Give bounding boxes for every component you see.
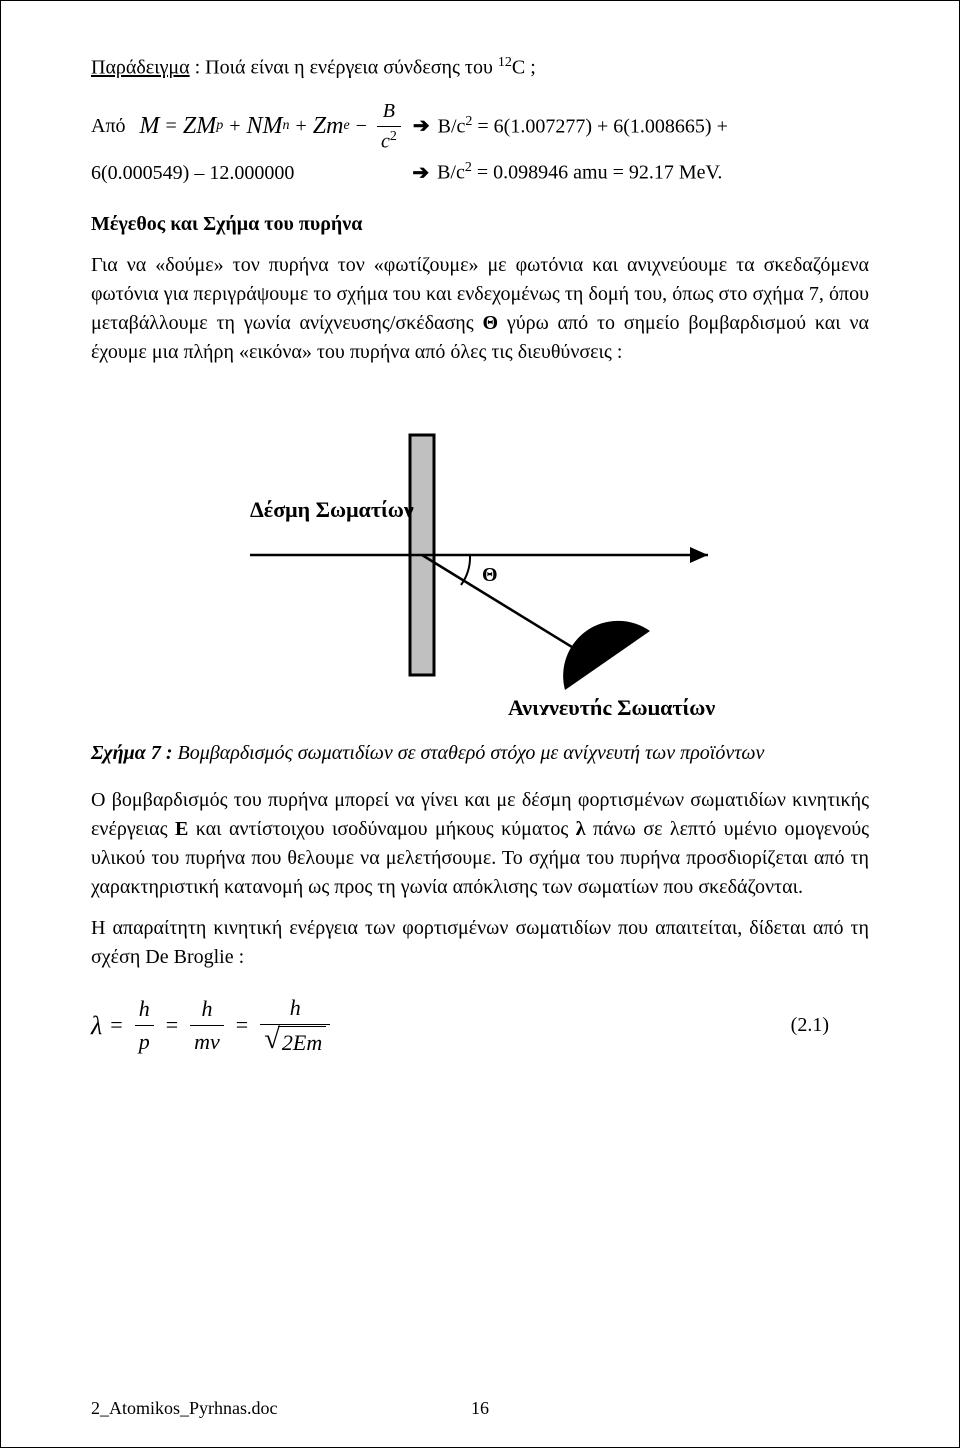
eq1-line2-arrow: ➔ [412,159,429,188]
eq1-frac-num: B [379,97,399,126]
eq1-n: n [282,116,289,136]
eq1-line2-right: B/c2 = 0.098946 amu = 92.17 MeV. [437,158,722,188]
figure-7-svg: Δέσμη Σωματίων Θ Ανιχνευτής Σωματίων [220,395,740,715]
eq2-frac2: h mv [190,993,224,1058]
page-footer: 2_Atomikos_Pyrhnas.doc 16 [91,1395,869,1421]
eq1-frac: B c2 [377,97,401,157]
eq1-p: p [216,116,223,136]
eq2-eq3: = [236,1009,248,1041]
eq2-f2n: h [197,993,216,1025]
eq2-f3rad: 2Em [278,1026,326,1059]
eq2-eq2: = [166,1009,178,1041]
paragraph-3: Η απαραίτητη κινητική ενέργεια των φορτι… [91,914,869,972]
eq2-f1d: p [135,1025,154,1058]
svg-text:Δέσμη Σωματίων: Δέσμη Σωματίων [250,497,414,522]
paragraph-2: Ο βομβαρδισμός του πυρήνα μπορεί να γίνε… [91,786,869,902]
eq1-M: M [140,109,160,144]
eq1-rhs1: B/c2 = 6(1.007277) + 6(1.008665) + [438,112,728,142]
eq1-arrow: ➔ [413,112,430,141]
figure-7: Δέσμη Σωματίων Θ Ανιχνευτής Σωματίων [91,395,869,715]
figure-7-caption: Σχήμα 7 : Βομβαρδισμός σωματιδίων σε στα… [91,739,869,768]
eq1-minus: − [356,112,367,141]
svg-text:Ανιχνευτής Σωματίων: Ανιχνευτής Σωματίων [508,695,715,715]
section-heading: Μέγεθος και Σχήμα του πυρήνα [91,210,869,239]
eq1-line2-left: 6(0.000549) – 12.000000 [91,159,294,188]
eq2-f3n: h [286,992,305,1024]
eq2-frac3: h √ 2Em [260,992,330,1059]
equation-1-line1: Από M = ZMp + NMn + Zme − B c2 ➔ B/c2 = … [91,97,869,157]
example-heading: Παράδειγμα : Ποιά είναι η ενέργεια σύνδε… [91,53,869,83]
eq2-f3d: √ 2Em [260,1024,330,1059]
eq1-frac-den: c2 [377,126,401,157]
paragraph-1: Για να «δούμε» τον πυρήνα τον «φωτίζουμε… [91,251,869,367]
eq1-Mp: M [196,109,216,144]
eq2-frac1: h p [135,993,154,1058]
footer-filename: 2_Atomikos_Pyrhnas.doc [91,1395,278,1421]
eq1-Z: Z [183,109,196,144]
eq1-plus2: + [295,112,306,141]
eq1-eq: = [166,112,177,141]
eq1-apo: Από [91,112,126,141]
eq1-e: e [343,116,349,136]
eq1-Mn: M [262,109,282,144]
eq2-number: (2.1) [791,1011,829,1040]
eq2-f1n: h [135,993,154,1025]
eq2-lambda: λ [91,1007,102,1045]
footer-pagenum: 16 [471,1395,489,1421]
eq2-f2d: mv [190,1025,224,1058]
eq2-eq1: = [110,1009,122,1041]
svg-text:Θ: Θ [482,564,498,586]
equation-2: λ = h p = h mv = h √ 2Em (2.1) [91,992,869,1059]
eq1-plus1: + [229,112,240,141]
eq1-N: N [246,109,262,144]
equation-1-line2: 6(0.000549) – 12.000000 ➔ B/c2 = 0.09894… [91,158,869,188]
eq1-Zm: Zm [313,109,344,144]
